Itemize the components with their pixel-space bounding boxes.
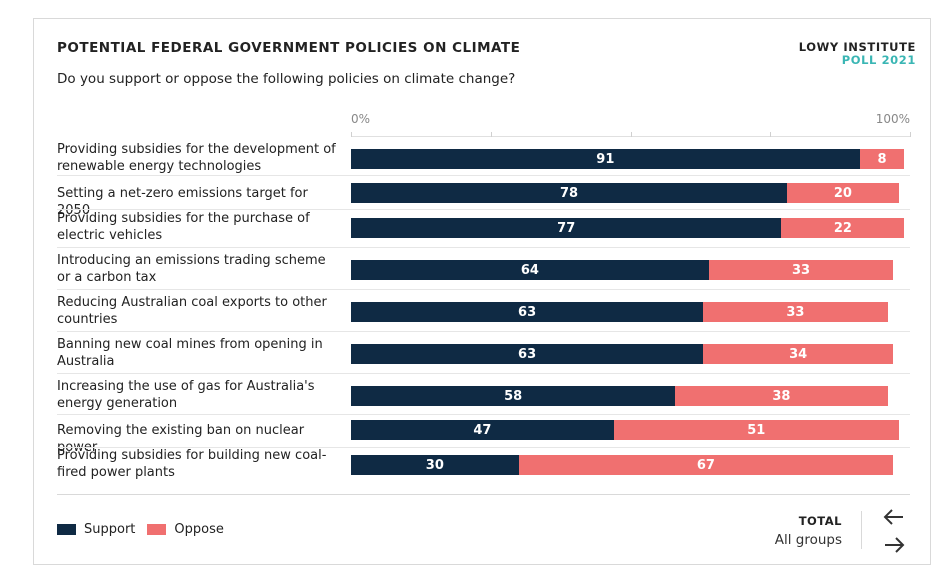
data-label: 67 [696, 457, 715, 473]
category-label: Banning new coal mines from opening in A… [57, 337, 323, 369]
x-tick-mark [490, 132, 492, 137]
row-divider [57, 373, 910, 374]
category-label: Reducing Australian coal exports to othe… [57, 295, 327, 327]
legend-item-support: Support [57, 522, 135, 537]
data-label: 78 [559, 185, 579, 201]
legend-swatch-support [57, 524, 76, 535]
data-label: 51 [747, 422, 766, 438]
category-label: Introducing an emissions trading scheme … [57, 253, 326, 285]
chart-card: POTENTIAL FEDERAL GOVERNMENT POLICIES ON… [33, 18, 931, 565]
bar-oppose[interactable]: 22 [781, 218, 905, 238]
legend-label-oppose: Oppose [174, 522, 224, 537]
category-label: Setting a net-zero emissions target for … [57, 186, 308, 218]
arrow-left-icon[interactable] [882, 508, 906, 526]
data-label: 58 [504, 388, 523, 404]
data-label: 38 [772, 388, 791, 404]
data-label: 22 [833, 220, 852, 236]
row-divider [57, 447, 910, 448]
data-label: 63 [518, 346, 537, 362]
bar-support[interactable]: 64 [351, 260, 709, 280]
bar-oppose[interactable]: 33 [703, 302, 888, 322]
data-label: 33 [786, 304, 805, 320]
group-name: All groups [774, 532, 842, 548]
data-label: 8 [877, 151, 887, 167]
data-label: 91 [596, 151, 615, 167]
brand-logo: LOWY INSTITUTE POLL 2021 [799, 41, 916, 67]
bar-oppose[interactable]: 38 [675, 386, 888, 406]
row-divider [57, 175, 910, 176]
row-divider [57, 289, 910, 290]
row-divider [57, 247, 910, 248]
bar-support[interactable]: 58 [351, 386, 676, 406]
data-label: 20 [833, 185, 852, 201]
data-label: 77 [557, 220, 576, 236]
x-tick-mark [910, 132, 911, 137]
data-label: 33 [791, 262, 811, 278]
x-tick-mark [630, 132, 632, 137]
chart-subtitle: Do you support or oppose the following p… [57, 71, 516, 87]
tick-label-0: 0% [351, 112, 371, 126]
x-tick-mark [770, 132, 772, 137]
legend-label-support: Support [84, 522, 136, 537]
bar-support[interactable]: 63 [351, 344, 704, 364]
category-label: Increasing the use of gas for Australia'… [57, 379, 315, 411]
tick-label-100: 100% [875, 112, 910, 126]
bar-support[interactable]: 77 [351, 218, 782, 238]
legend-divider [57, 494, 910, 495]
group-selector: TOTAL All groups [775, 514, 842, 548]
data-label: 64 [520, 262, 539, 278]
category-label: Providing subsidies for building new coa… [57, 448, 327, 480]
bar-oppose[interactable]: 51 [613, 420, 899, 440]
brand-line-2: POLL 2021 [841, 53, 916, 67]
arrow-right-icon[interactable] [882, 536, 906, 554]
bar-oppose[interactable]: 34 [703, 344, 894, 364]
bar-oppose[interactable]: 20 [787, 183, 899, 203]
row-divider [57, 414, 910, 415]
category-label: Providing subsidies for the development … [57, 142, 336, 174]
bar-support[interactable]: 91 [351, 149, 860, 169]
bar-support[interactable]: 63 [351, 302, 704, 322]
bar-support[interactable]: 30 [351, 455, 519, 475]
bar-oppose[interactable]: 8 [859, 149, 905, 169]
group-title: TOTAL [798, 514, 842, 528]
data-label: 47 [473, 422, 492, 438]
x-tick-mark [351, 132, 352, 137]
row-divider [57, 331, 910, 332]
legend-item-oppose: Oppose [147, 522, 224, 537]
bar-support[interactable]: 47 [351, 420, 614, 440]
data-label: 34 [789, 346, 808, 362]
category-label: Providing subsidies for the purchase of … [57, 211, 310, 243]
bar-oppose[interactable]: 33 [708, 260, 894, 280]
row-divider [57, 209, 910, 210]
bar-support[interactable]: 78 [351, 183, 788, 203]
bar-oppose[interactable]: 67 [518, 455, 894, 475]
group-divider [861, 511, 862, 549]
data-label: 30 [425, 457, 444, 473]
legend: Support Oppose [57, 522, 236, 537]
chart-title: POTENTIAL FEDERAL GOVERNMENT POLICIES ON… [57, 40, 521, 56]
data-label: 63 [518, 304, 537, 320]
legend-swatch-oppose [147, 524, 167, 535]
brand-line-1: LOWY INSTITUTE [798, 40, 916, 54]
